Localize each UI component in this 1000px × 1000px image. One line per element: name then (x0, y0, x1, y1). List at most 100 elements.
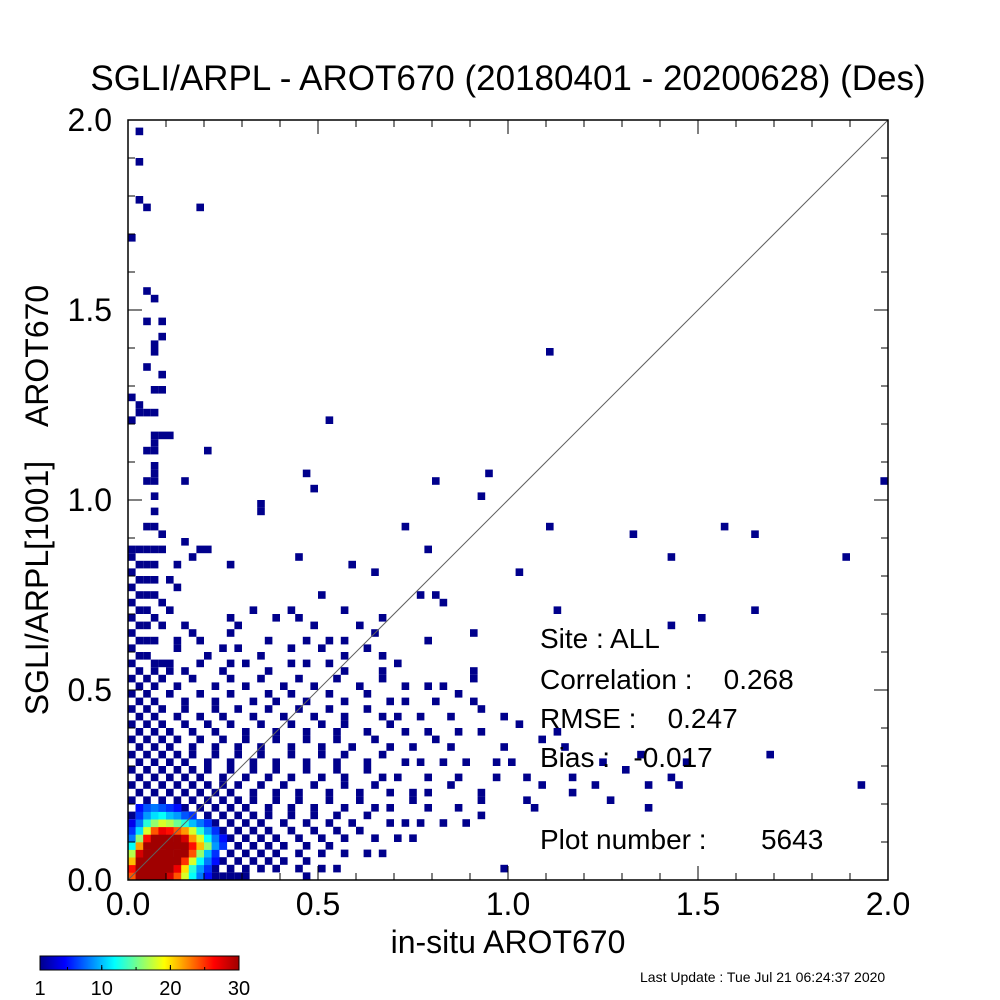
density-cell (128, 690, 136, 698)
density-cell (386, 804, 394, 812)
x-tick-label: 1.5 (676, 886, 720, 922)
density-cell (158, 598, 166, 607)
density-cell (128, 826, 136, 835)
density-cell (188, 766, 197, 774)
density-cell (302, 872, 311, 880)
density-cell (143, 720, 151, 728)
density-cell (158, 796, 166, 804)
density-cell (188, 728, 197, 736)
density-cell (226, 690, 235, 698)
density-cell (515, 568, 524, 576)
density-cell (196, 826, 205, 835)
density-cell (128, 234, 136, 242)
density-cell (173, 834, 182, 843)
density-cell (325, 636, 334, 645)
density-cell (340, 697, 349, 706)
density-cell (302, 819, 311, 827)
density-cell (454, 728, 463, 736)
density-cell (409, 796, 417, 804)
density-cell (295, 849, 303, 858)
density-cell (629, 530, 638, 538)
density-cell (325, 796, 334, 804)
density-cell (173, 857, 182, 866)
density-cell (158, 674, 166, 683)
density-cell (150, 591, 159, 599)
density-cell (158, 864, 167, 873)
density-cell (318, 849, 326, 858)
density-cell (173, 842, 182, 850)
density-cell (150, 811, 159, 820)
density-cell (181, 758, 189, 766)
density-cell (188, 796, 197, 804)
density-cell (158, 857, 167, 866)
density-cell (196, 834, 205, 843)
density-cell (287, 773, 296, 782)
density-cell (135, 697, 144, 706)
density-cell (242, 682, 250, 690)
density-cell (128, 750, 136, 759)
density-cell (409, 834, 417, 842)
density-cell (302, 766, 311, 774)
density-cell (287, 826, 296, 835)
density-cell (242, 849, 250, 858)
density-cell (325, 416, 334, 424)
density-cell (295, 553, 303, 561)
density-cell (188, 819, 197, 828)
density-cell (340, 773, 349, 782)
density-cell (143, 766, 151, 774)
density-cell (181, 864, 190, 873)
density-cell (135, 127, 144, 136)
density-cell (340, 606, 349, 614)
density-cell (128, 583, 136, 592)
density-cell (280, 842, 288, 850)
axis-ticks (127, 119, 889, 881)
density-cell (150, 667, 159, 675)
density-cell (371, 834, 379, 842)
density-cell (257, 834, 265, 842)
stats-plot-number: Plot number : 5643 (540, 824, 823, 855)
density-cell (150, 804, 159, 812)
density-cell (530, 804, 539, 812)
density-cell (675, 781, 683, 789)
density-cell (150, 507, 159, 516)
density-cell (181, 804, 189, 812)
density-cell (211, 705, 220, 713)
density-cell (143, 705, 151, 713)
density-cell (143, 690, 151, 698)
density-cell (401, 697, 410, 706)
x-tick-labels: 0.0 0.5 1.0 1.5 2.0 (106, 886, 910, 922)
density-cell (181, 826, 190, 835)
density-cell (150, 857, 159, 866)
density-cell (310, 621, 318, 630)
density-cell (204, 811, 212, 820)
density-cell (158, 811, 167, 820)
density-cell (272, 766, 280, 774)
density-cell (439, 758, 448, 766)
density-cell (356, 682, 364, 690)
density-cell (234, 781, 242, 789)
density-cell (295, 788, 303, 797)
colorbar-tick-label: 20 (159, 978, 181, 1000)
density-cell (181, 697, 189, 706)
density-cell (226, 629, 235, 637)
density-cell (173, 796, 182, 804)
density-cell (166, 606, 174, 614)
density-cell (386, 697, 394, 706)
density-cell (310, 682, 318, 690)
density-cell (302, 469, 311, 478)
density-cell (751, 606, 759, 614)
density-cell (394, 773, 402, 782)
density-cell (333, 766, 341, 774)
density-cell (325, 659, 334, 668)
density-cell (249, 766, 258, 774)
density-cell (166, 788, 174, 797)
density-cell (150, 340, 159, 348)
density-cell (166, 728, 174, 736)
density-cell (128, 545, 136, 554)
density-cell (135, 560, 144, 569)
density-cell (150, 477, 159, 485)
density-cell (424, 636, 432, 645)
y-tick-label: 0.0 (68, 862, 112, 898)
density-cell (644, 781, 653, 789)
